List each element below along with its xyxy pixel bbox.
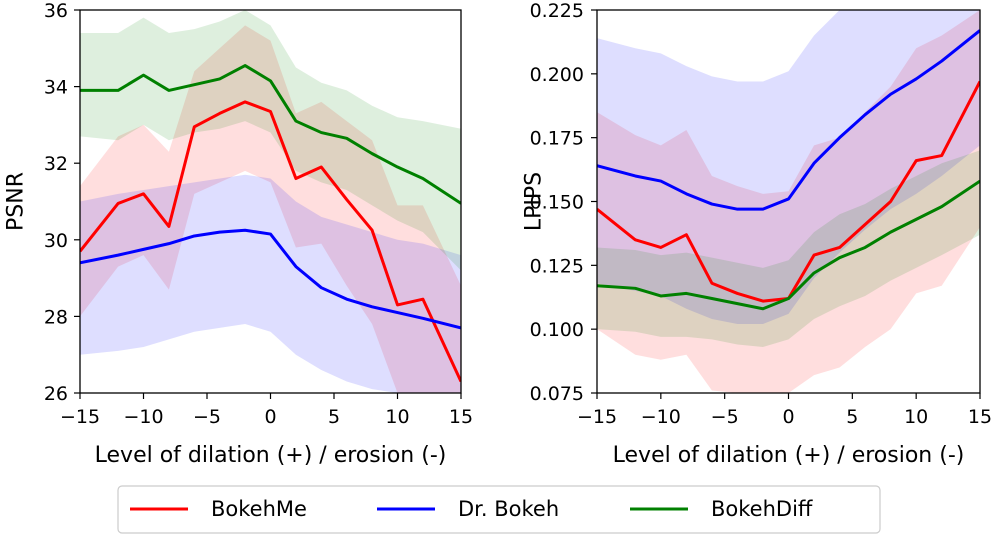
band-bokehdiff: [80, 10, 461, 271]
y-tick-label: 0.100: [530, 319, 584, 341]
band-bokehdiff: [597, 150, 980, 348]
band-drbokeh: [80, 174, 461, 393]
series-line-drbokeh: [597, 29, 980, 211]
legend-frame: [117, 485, 881, 534]
legend-label-bokehme: BokehMe: [211, 497, 307, 521]
psnr-panel: −15 −10 −5 0 5 10 15 26 28 30 32 34 36 Level of dilat…: [4, 0, 474, 468]
plot-area: [597, 10, 980, 393]
y-tick-label: 0.225: [530, 0, 584, 22]
y-tick-label: 26: [44, 383, 68, 405]
series-line-bokehdiff: [80, 64, 461, 205]
x-tick-label: −5: [193, 406, 221, 428]
series-line-bokehdiff: [597, 179, 980, 311]
band-bokehme: [597, 10, 980, 393]
x-tick-label: −15: [60, 406, 100, 428]
x-tick-label: 0: [782, 406, 794, 428]
x-tick-label: 10: [385, 406, 409, 428]
legend-label-drbokeh: Dr. Bokeh: [458, 497, 559, 521]
x-tick-label: 10: [904, 406, 928, 428]
y-tick-label: 0.200: [530, 64, 584, 86]
y-tick-label: 36: [44, 0, 68, 22]
y-tick-label: 32: [44, 153, 68, 175]
lpips-panel: −15 −10 −5 0 5 10 15 0.075 0.100 0.125 0.150 0.175 0…: [522, 0, 993, 468]
y-tick-label: 0.075: [530, 383, 584, 405]
band-bokehme: [80, 25, 461, 393]
x-tick-label: −5: [711, 406, 739, 428]
x-axis-label: Level of dilation (+) / erosion (-): [95, 443, 447, 468]
x-axis-label: Level of dilation (+) / erosion (-): [613, 443, 965, 468]
x-tick-label: 5: [846, 406, 858, 428]
y-tick-label: 34: [44, 77, 68, 99]
x-tick-label: 0: [264, 406, 276, 428]
y-tick-label: 0.175: [530, 128, 584, 150]
x-tick-label: −15: [577, 406, 617, 428]
x-tick-label: −10: [641, 406, 681, 428]
x-tick-label: 15: [968, 406, 992, 428]
y-tick-label: 0.125: [530, 255, 584, 277]
legend-label-bokehdiff: BokehDiff: [711, 497, 813, 521]
legend: BokehMe Dr. Bokeh BokehDiff: [117, 485, 881, 534]
y-axis-label: PSNR: [4, 172, 29, 231]
y-axis-label: LPIPS: [522, 172, 547, 231]
y-tick-label: 0.150: [530, 192, 584, 214]
y-tick-label: 28: [44, 306, 68, 328]
series-line-drbokeh: [80, 228, 461, 330]
x-tick-label: 5: [328, 406, 340, 428]
y-tick-label: 30: [44, 230, 68, 252]
plot-area: [80, 10, 461, 393]
series-line-bokehme: [80, 100, 461, 383]
x-tick-label: −10: [123, 406, 163, 428]
x-tick-label: 15: [449, 406, 473, 428]
